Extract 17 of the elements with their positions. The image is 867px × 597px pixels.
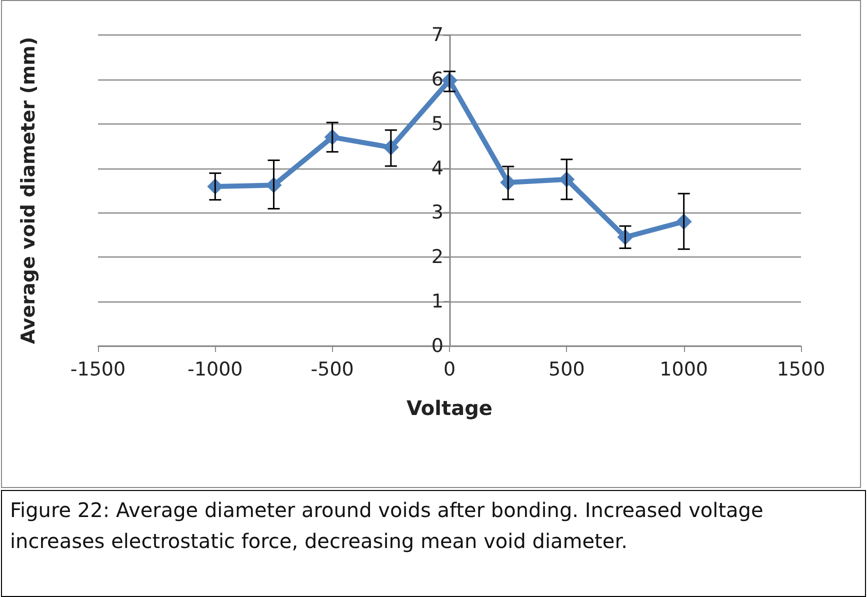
caption: Figure 22: Average diameter around voids after bonding. Increased voltage increases electrostatic force, decreasing mean void diameter.: [10, 497, 764, 555]
x-tick-label: -500: [310, 358, 354, 380]
x-axis-title: Voltage: [406, 396, 492, 420]
x-tick-label: 500: [548, 358, 585, 380]
x-tick-label: 1500: [776, 358, 826, 380]
y-axis-title: Average void diameter (mm): [18, 36, 40, 344]
x-tick-label: -1000: [188, 358, 243, 380]
y-tick-label: 3: [431, 202, 444, 224]
y-tick-label: 2: [431, 246, 444, 268]
y-tick-label: 7: [431, 24, 444, 46]
y-tick-label: 0: [431, 335, 444, 357]
y-tick-label: 6: [431, 68, 444, 90]
y-tick-label: 1: [431, 290, 444, 313]
y-tick-label: 4: [431, 157, 444, 180]
y-tick-label: 5: [431, 112, 444, 135]
x-tick-label: -1500: [70, 358, 126, 380]
x-tick-label: 1000: [660, 358, 708, 380]
